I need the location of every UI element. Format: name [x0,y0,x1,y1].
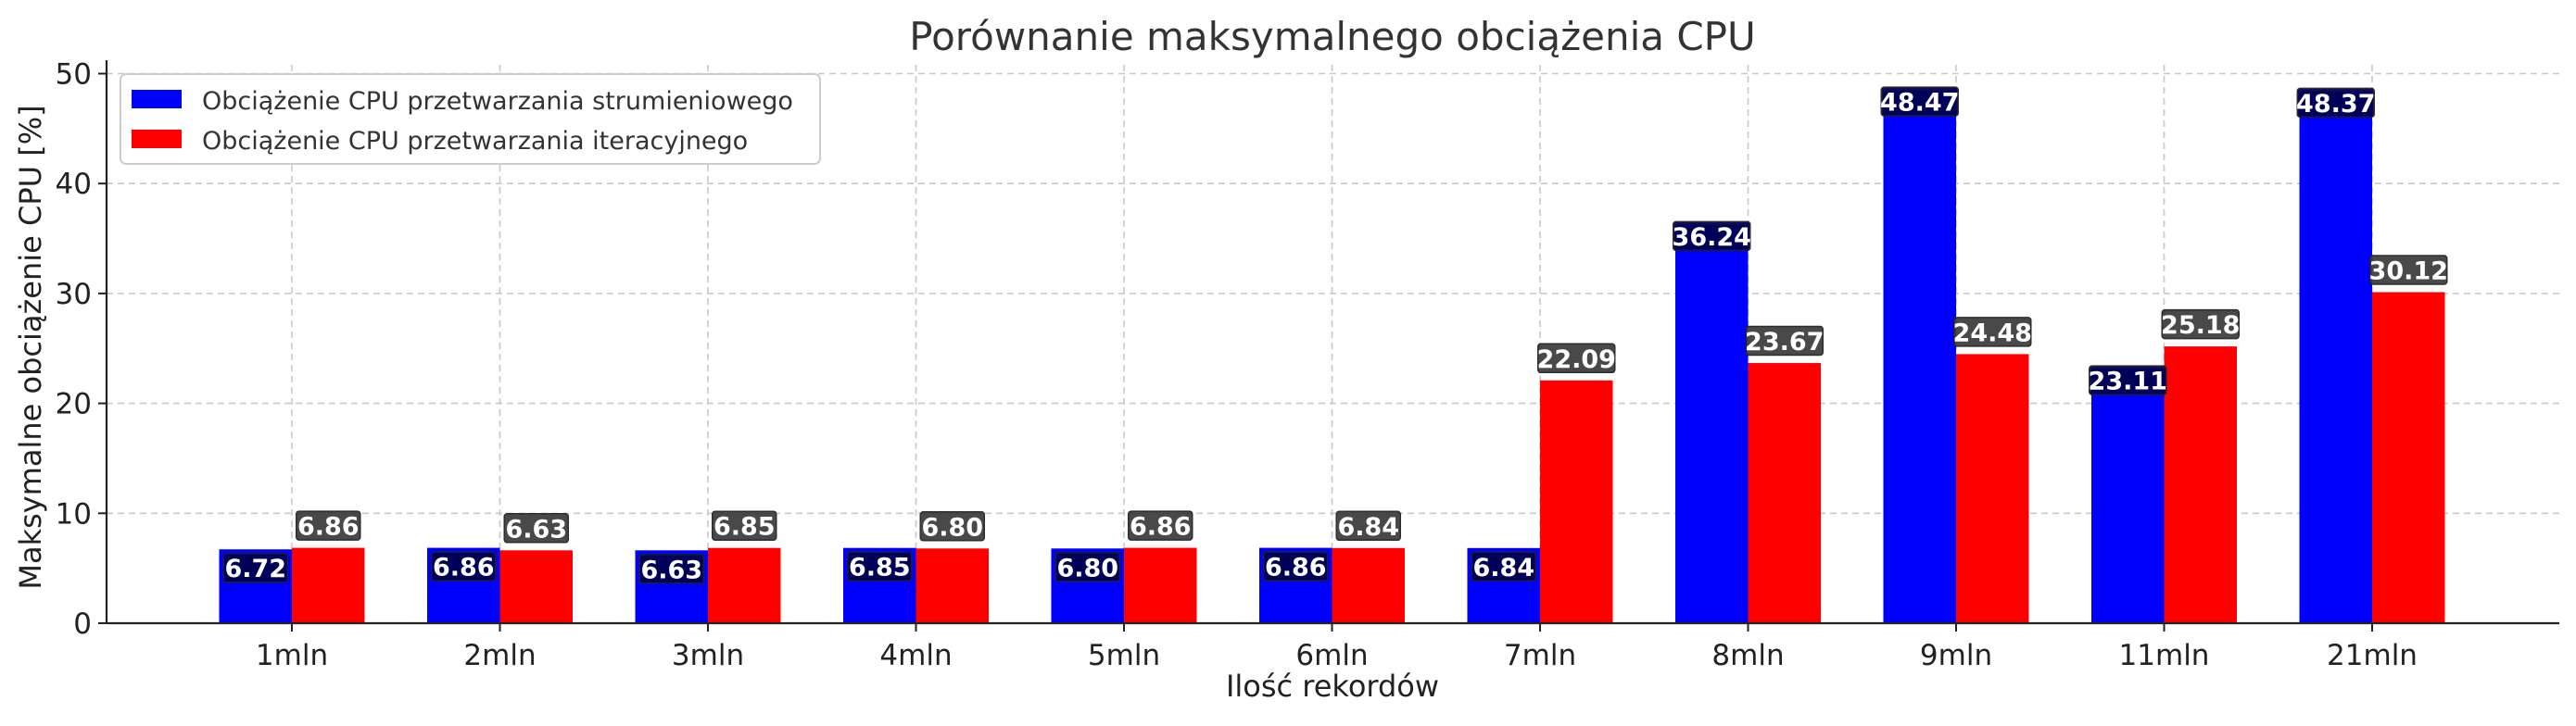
value-label-box-stream [1673,220,1751,252]
chart-title: Porównanie maksymalnego obciążenia CPU [909,14,1755,59]
y-tick-label: 40 [56,168,92,201]
value-label-iterative: 22.09 [1537,345,1616,374]
value-label-stream: 36.24 [1673,223,1751,252]
value-label-box-iterative [2369,255,2448,285]
value-label-box-stream [847,551,913,582]
value-label-box-iterative [712,510,777,541]
bar-stream [2091,369,2165,623]
value-labels-layer: 6.72 6.86 6.63 6.85 6.80 6.86 6.84 36.24 48.47 23… [222,86,2448,584]
value-label-box-iterative [1953,317,2032,347]
x-tick-label: 4mln [879,639,952,672]
value-label-box-stream [1263,551,1329,582]
value-label-iterative: 6.84 [1337,513,1399,542]
value-label-box-stream [1471,551,1536,582]
value-label-box-iterative [1128,510,1193,541]
value-label-box-stream [2296,87,2375,119]
value-label-box-iterative [919,511,985,542]
value-label-stream: 6.72 [224,555,286,583]
bar-iterative [1332,547,1405,623]
y-tick-label: 20 [56,388,92,421]
value-label-iterative: 24.48 [1953,319,2032,347]
value-label-iterative: 30.12 [2369,257,2448,285]
value-label-iterative: 23.67 [1745,328,1824,357]
value-label-stream: 6.84 [1472,554,1534,582]
value-label-iterative: 6.63 [505,515,567,544]
value-label-box-stream [1880,86,1959,117]
bar-iterative [708,547,781,623]
bar-stream [2299,91,2372,623]
value-label-box-stream [1054,552,1120,582]
x-tick-label: 11mln [2119,639,2210,672]
value-label-iterative: 6.80 [921,513,983,542]
y-tick-label: 50 [56,57,92,91]
legend-label-stream: Obciążenie CPU przetwarzania strumieniow… [202,87,793,116]
bar-iterative [2372,292,2445,623]
bar-iterative [292,547,365,623]
bar-stream [1675,224,1749,623]
value-label-box-iterative [1537,343,1616,374]
value-label-box-iterative [296,510,361,541]
x-tick-label: 3mln [672,639,744,672]
value-label-box-iterative [1335,510,1401,542]
value-label-stream: 23.11 [2089,368,2167,396]
bar-stream [1883,90,1956,623]
value-label-stream: 6.86 [433,554,495,582]
value-label-box-iterative [503,513,569,544]
y-tick-label: 10 [56,497,92,531]
value-label-stream: 6.86 [1265,554,1327,582]
value-label-box-stream [222,552,288,583]
x-tick-label: 5mln [1088,639,1160,672]
x-tick-label: 1mln [256,639,328,672]
value-label-box-stream [431,551,497,582]
x-tick-label: 8mln [1711,639,1784,672]
legend-frame [120,73,821,165]
value-label-box-iterative [1745,325,1824,357]
bar-iterative [1124,547,1197,623]
value-label-stream: 6.63 [640,556,702,584]
legend-swatch-iterative [132,130,182,148]
x-tick-label: 9mln [1920,639,1992,672]
y-axis-title: Maksymalne obciążenie CPU [%] [13,105,48,589]
bar-iterative [1540,380,1613,623]
axes-layer: 0 10 20 30 40 50 1mln 2mln 3mln 4mln 5mln 6mln 7mln 8… [56,57,2559,672]
value-label-box-stream [2089,365,2167,395]
value-label-box-stream [638,554,704,584]
x-tick-label: 2mln [463,639,536,672]
y-tick-label: 30 [56,278,92,311]
legend-swatch-stream [132,90,182,108]
x-tick-label: 6mln [1295,639,1368,672]
value-label-stream: 6.85 [849,554,911,582]
bar-iterative [1748,363,1821,623]
value-label-stream: 6.80 [1056,554,1118,582]
value-label-stream: 48.37 [2296,90,2375,119]
value-label-iterative: 6.86 [297,513,360,542]
y-tick-label: 0 [73,607,92,641]
value-label-iterative: 25.18 [2161,311,2240,340]
value-label-box-iterative [2161,308,2240,340]
x-tick-label: 21mln [2327,639,2418,672]
value-label-iterative: 6.85 [713,513,776,542]
bar-iterative [2164,346,2237,623]
bar-iterative [1956,354,2029,623]
legend: Obciążenie CPU przetwarzania strumieniow… [120,73,821,165]
legend-label-iterative: Obciążenie CPU przetwarzania iteracyjneg… [202,127,748,156]
bar-iterative [915,548,989,623]
value-label-stream: 48.47 [1880,89,1959,118]
x-tick-label: 7mln [1504,639,1576,672]
x-axis-title: Ilość rekordów [1226,669,1439,704]
bar-iterative [499,550,573,623]
value-label-iterative: 6.86 [1130,513,1192,542]
